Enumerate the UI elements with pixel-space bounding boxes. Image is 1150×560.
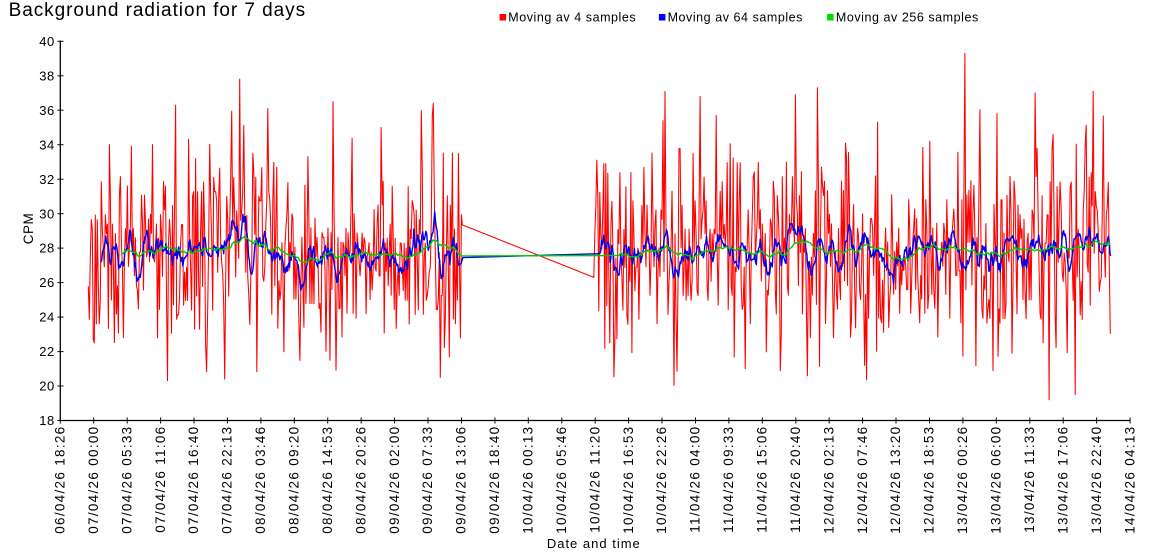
svg-text:07/04/26 05:33: 07/04/26 05:33 bbox=[119, 426, 134, 534]
svg-text:32: 32 bbox=[39, 172, 54, 187]
svg-text:08/04/26 14:53: 08/04/26 14:53 bbox=[320, 426, 335, 534]
svg-text:36: 36 bbox=[39, 103, 54, 118]
svg-text:08/04/26 03:46: 08/04/26 03:46 bbox=[253, 426, 268, 534]
svg-text:07/04/26 11:06: 07/04/26 11:06 bbox=[153, 426, 168, 533]
svg-text:09/04/26 07:33: 09/04/26 07:33 bbox=[420, 426, 435, 534]
svg-text:26: 26 bbox=[39, 275, 54, 290]
svg-text:10/04/26 16:53: 10/04/26 16:53 bbox=[621, 426, 636, 534]
svg-text:18: 18 bbox=[39, 413, 54, 428]
svg-text:12/04/26 07:46: 12/04/26 07:46 bbox=[855, 426, 870, 534]
svg-text:11/04/26 09:33: 11/04/26 09:33 bbox=[721, 426, 736, 533]
svg-text:Date and time: Date and time bbox=[547, 536, 641, 551]
svg-text:07/04/26 16:40: 07/04/26 16:40 bbox=[186, 426, 201, 534]
svg-text:Moving av 256 samples: Moving av 256 samples bbox=[836, 10, 979, 24]
svg-text:08/04/26 20:26: 08/04/26 20:26 bbox=[353, 426, 368, 534]
svg-text:10/04/26 05:46: 10/04/26 05:46 bbox=[554, 426, 569, 534]
svg-text:30: 30 bbox=[39, 206, 54, 221]
svg-text:Background radiation for 7 day: Background radiation for 7 days bbox=[9, 0, 306, 21]
svg-text:06/04/26 18:26: 06/04/26 18:26 bbox=[53, 426, 68, 534]
svg-text:13/04/26 11:33: 13/04/26 11:33 bbox=[1022, 426, 1037, 533]
svg-text:09/04/26 13:06: 09/04/26 13:06 bbox=[454, 426, 469, 534]
svg-text:CPM: CPM bbox=[21, 213, 36, 245]
svg-text:13/04/26 06:00: 13/04/26 06:00 bbox=[989, 426, 1004, 534]
svg-text:Moving av 64 samples: Moving av 64 samples bbox=[668, 10, 803, 24]
svg-text:07/04/26 00:00: 07/04/26 00:00 bbox=[86, 426, 101, 534]
svg-text:09/04/26 02:00: 09/04/26 02:00 bbox=[387, 426, 402, 534]
svg-text:09/04/26 18:40: 09/04/26 18:40 bbox=[487, 426, 502, 534]
svg-text:08/04/26 09:20: 08/04/26 09:20 bbox=[287, 426, 302, 534]
svg-text:13/04/26 00:26: 13/04/26 00:26 bbox=[955, 426, 970, 534]
svg-text:13/04/26 17:06: 13/04/26 17:06 bbox=[1055, 426, 1070, 534]
svg-text:40: 40 bbox=[39, 34, 54, 49]
svg-text:20: 20 bbox=[39, 379, 54, 394]
svg-text:34: 34 bbox=[39, 137, 54, 152]
svg-text:11/04/26 15:06: 11/04/26 15:06 bbox=[755, 426, 770, 533]
svg-text:11/04/26 04:00: 11/04/26 04:00 bbox=[688, 426, 703, 533]
svg-text:24: 24 bbox=[39, 310, 54, 325]
svg-text:13/04/26 22:40: 13/04/26 22:40 bbox=[1089, 426, 1104, 534]
svg-text:12/04/26 13:20: 12/04/26 13:20 bbox=[888, 426, 903, 534]
svg-text:10/04/26 22:26: 10/04/26 22:26 bbox=[654, 426, 669, 534]
svg-text:11/04/26 20:40: 11/04/26 20:40 bbox=[788, 426, 803, 533]
svg-text:Moving av 4 samples: Moving av 4 samples bbox=[508, 10, 636, 24]
svg-text:07/04/26 22:13: 07/04/26 22:13 bbox=[220, 426, 235, 534]
svg-text:14/04/26 04:13: 14/04/26 04:13 bbox=[1122, 426, 1137, 534]
svg-text:12/04/26 02:13: 12/04/26 02:13 bbox=[821, 426, 836, 534]
svg-text:10/04/26 00:13: 10/04/26 00:13 bbox=[521, 426, 536, 534]
svg-text:38: 38 bbox=[39, 68, 54, 83]
svg-text:12/04/26 18:53: 12/04/26 18:53 bbox=[922, 426, 937, 534]
svg-text:28: 28 bbox=[39, 241, 54, 256]
svg-text:22: 22 bbox=[39, 344, 54, 359]
svg-text:10/04/26 11:20: 10/04/26 11:20 bbox=[587, 426, 602, 533]
